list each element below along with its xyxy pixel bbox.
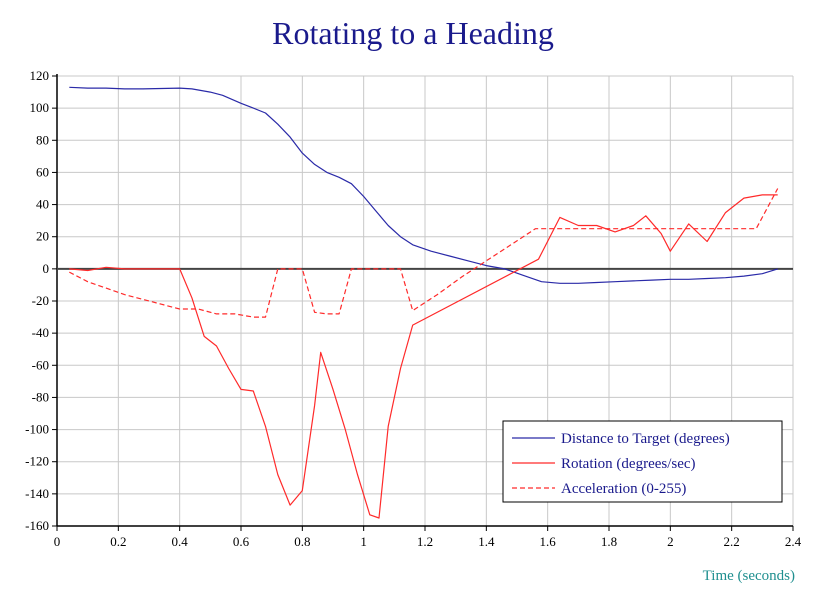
- y-tick-label: 120: [30, 68, 50, 83]
- y-tick-label: 20: [36, 229, 49, 244]
- y-tick-label: -100: [25, 422, 49, 437]
- x-axis-title: Time (seconds): [703, 568, 795, 584]
- y-tick-label: -60: [32, 357, 49, 372]
- x-tick-label: 0.6: [233, 534, 250, 549]
- y-tick-label: 40: [36, 197, 49, 212]
- series-rotation: [69, 194, 778, 519]
- x-tick-label: 1.4: [478, 534, 495, 549]
- x-tick-label: 0.2: [110, 534, 126, 549]
- tick-labels: 0 0.2 0.4 0.6 0.8 1 1.2 1.4 1.6 1.8 2 2.2 2.4 -160 -14…: [25, 68, 801, 549]
- series-acceleration: [69, 188, 779, 318]
- x-tick-label: 0.8: [294, 534, 310, 549]
- y-tick-label: 0: [43, 261, 50, 276]
- x-tick-label: 2: [667, 534, 674, 549]
- y-tick-label: -120: [25, 454, 49, 469]
- legend-box: [502, 420, 783, 503]
- y-tick-label: -40: [32, 325, 49, 340]
- x-tick-label: 1.2: [417, 534, 433, 549]
- y-tick-label: 60: [36, 164, 49, 179]
- x-tick-label: 1: [360, 534, 367, 549]
- y-tick-label: -140: [25, 486, 49, 501]
- legend-item-distance: Distance to Target (degrees): [512, 431, 730, 447]
- legend: Distance to Target (degrees) Rotation (d…: [502, 420, 783, 503]
- x-tick-label: 1.8: [601, 534, 617, 549]
- legend-item-acceleration: Acceleration (0-255): [512, 481, 686, 497]
- legend-label-rotation: Rotation (degrees/sec): [561, 456, 696, 472]
- x-tick-label: 0.4: [172, 534, 189, 549]
- legend-label-distance: Distance to Target (degrees): [561, 431, 730, 447]
- x-tick-label: 2.4: [785, 534, 802, 549]
- series-distance: [69, 86, 778, 284]
- legend-item-rotation: Rotation (degrees/sec): [512, 456, 696, 472]
- x-tick-label: 0: [54, 534, 61, 549]
- series-layer: [69, 86, 779, 519]
- y-tick-label: -80: [32, 389, 49, 404]
- x-tick-label: 2.2: [724, 534, 740, 549]
- chart-title: Rotating to a Heading: [272, 15, 554, 51]
- legend-label-acceleration: Acceleration (0-255): [561, 481, 686, 497]
- y-tick-label: -160: [25, 518, 49, 533]
- y-tick-label: -20: [32, 293, 49, 308]
- y-tick-label: 100: [30, 100, 50, 115]
- y-tick-label: 80: [36, 132, 49, 147]
- x-tick-label: 1.6: [540, 534, 557, 549]
